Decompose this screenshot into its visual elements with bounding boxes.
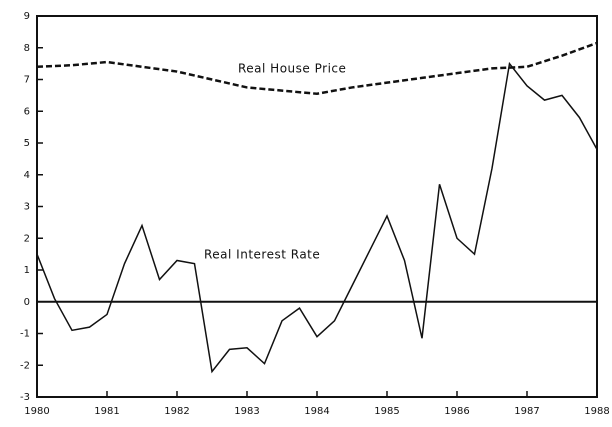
- x-tick-label: 1988: [584, 406, 609, 417]
- y-tick-label: -2: [20, 360, 30, 371]
- y-tick-label: 3: [24, 202, 30, 213]
- x-tick-label: 1986: [444, 406, 469, 417]
- x-tick-label: 1980: [24, 406, 49, 417]
- x-tick-label: 1985: [374, 406, 399, 417]
- annotation: Real House Price: [238, 62, 346, 76]
- series-line: [36, 41, 598, 96]
- y-tick-label: 9: [24, 11, 30, 22]
- x-tick-label: 1983: [234, 406, 259, 417]
- annotation: Real Interest Rate: [204, 248, 320, 262]
- y-tick-label: 8: [24, 43, 30, 54]
- y-tick-label: 5: [24, 138, 30, 149]
- y-tick-label: 4: [24, 170, 30, 181]
- series-line: [36, 61, 598, 374]
- y-tick-label: -3: [20, 392, 30, 403]
- x-tick-label: 1981: [94, 406, 119, 417]
- x-tick-label: 1982: [164, 406, 189, 417]
- y-tick-label: 7: [24, 75, 30, 86]
- y-tick-label: 0: [24, 297, 30, 308]
- x-tick-label: 1984: [304, 406, 329, 417]
- y-tick-label: 1: [24, 265, 30, 276]
- x-tick-label: 1987: [514, 406, 539, 417]
- y-tick-label: -1: [20, 329, 30, 340]
- y-tick-label: 6: [24, 106, 30, 117]
- y-tick-label: 2: [24, 233, 30, 244]
